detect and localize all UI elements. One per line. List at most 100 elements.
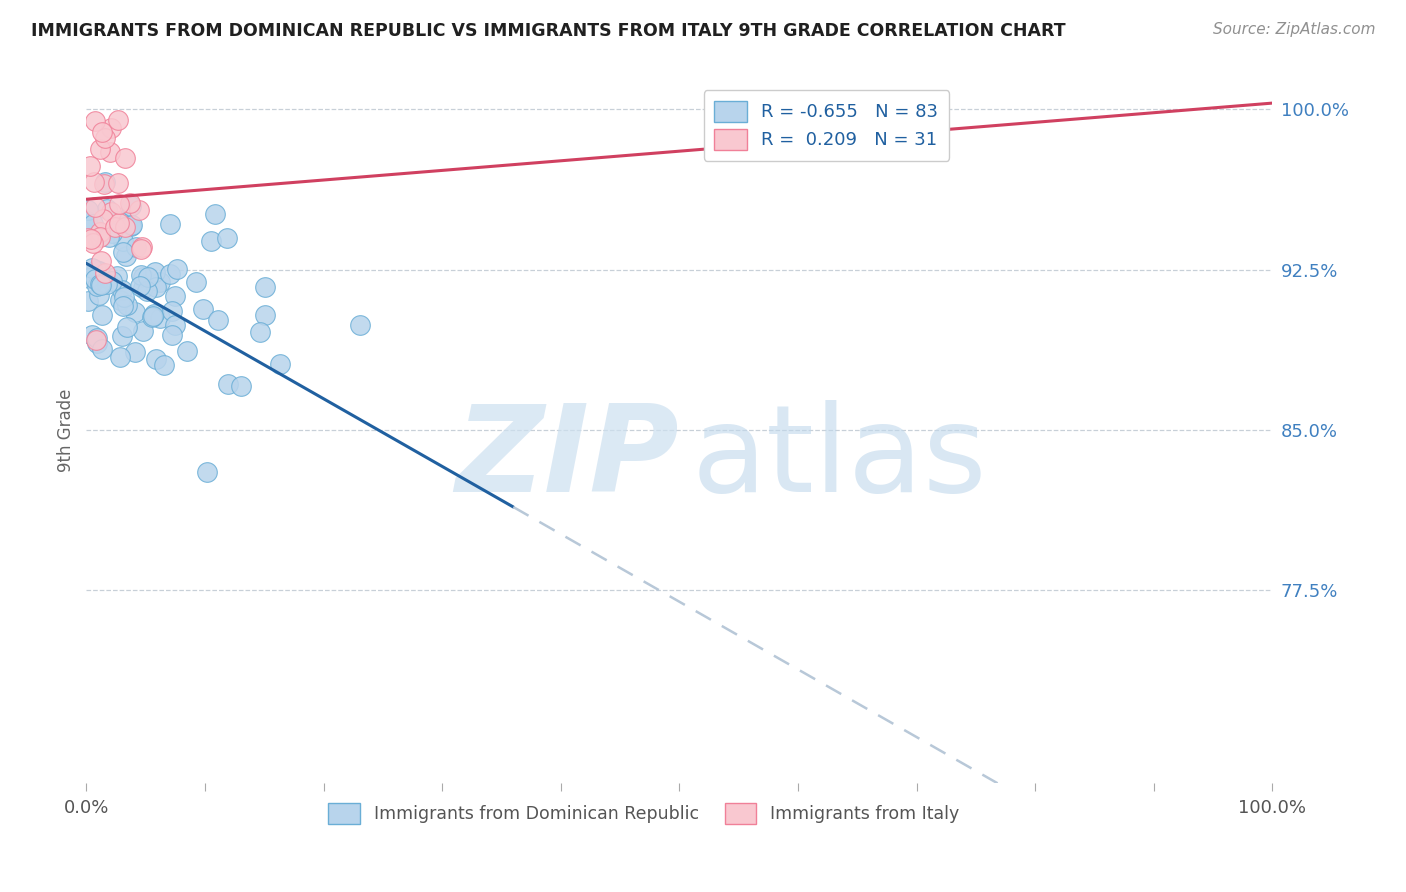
Point [105,268,128,283]
Point [91,212,114,227]
Point [82,217,104,231]
Point [121,219,143,233]
Point [93,130,115,145]
Point [98,145,121,160]
Point [100,226,122,240]
Point [120,199,142,213]
Point [86,335,108,350]
Point [349,318,371,333]
Point [93,177,115,191]
Point [215,230,238,244]
Point [98,230,121,244]
Point [142,310,165,324]
Point [89,143,111,157]
Point [132,269,155,284]
Point [118,195,141,210]
Point [145,352,167,367]
Point [90,278,112,293]
Point [76,202,98,217]
Point [132,281,155,295]
Point [112,234,135,248]
Point [193,301,215,316]
Point [115,298,138,312]
Point [84,263,107,277]
Point [90,253,112,268]
Point [84,333,107,347]
Point [111,299,134,313]
Point [89,225,111,239]
Point [86,279,108,293]
Point [129,243,152,257]
Point [108,350,131,364]
Point [101,274,124,288]
Point [84,272,107,286]
Point [96,277,118,292]
Point [107,113,129,128]
Point [83,175,105,189]
Point [145,280,167,294]
Point [96,270,118,285]
Point [163,318,186,333]
Point [159,217,181,231]
Point [80,232,103,246]
Point [111,328,134,343]
Point [163,288,186,302]
Point [249,325,271,339]
Point [90,342,112,356]
Point [153,358,176,372]
Point [79,160,101,174]
Point [149,310,172,325]
Point [111,283,134,297]
Point [204,207,226,221]
Point [114,219,136,234]
Point [159,267,181,281]
Point [132,324,155,338]
Point [125,240,148,254]
Point [269,357,291,371]
Point [112,289,135,303]
Point [141,310,163,324]
Point [108,293,131,307]
Point [82,328,104,343]
Point [96,202,118,217]
Point [104,220,127,235]
Point [120,219,142,233]
Point [129,268,152,282]
Point [231,379,253,393]
Text: ZIP: ZIP [456,400,679,516]
Point [86,331,108,345]
Point [89,277,111,291]
Point [83,200,105,214]
Point [149,275,172,289]
Point [76,294,98,309]
Point [124,345,146,359]
Point [195,465,218,479]
Text: atlas: atlas [692,400,987,516]
Point [89,287,111,301]
Point [135,284,157,298]
Point [94,266,117,280]
Point [107,216,129,230]
Point [184,275,207,289]
Point [176,344,198,359]
Text: Source: ZipAtlas.com: Source: ZipAtlas.com [1212,22,1375,37]
Point [142,307,165,321]
Point [115,249,138,263]
Point [207,313,229,327]
Point [108,214,131,228]
Point [76,231,98,245]
Y-axis label: 9th Grade: 9th Grade [58,388,75,472]
Point [89,230,111,244]
Point [114,151,136,165]
Text: IMMIGRANTS FROM DOMINICAN REPUBLIC VS IMMIGRANTS FROM ITALY 9TH GRADE CORRELATIO: IMMIGRANTS FROM DOMINICAN REPUBLIC VS IM… [31,22,1066,40]
Point [84,113,107,128]
Point [76,214,98,228]
Point [160,328,183,343]
Point [128,203,150,218]
Point [166,262,188,277]
Point [253,280,276,294]
Point [108,197,131,211]
Point [253,308,276,322]
Point [94,175,117,189]
Point [82,235,104,250]
